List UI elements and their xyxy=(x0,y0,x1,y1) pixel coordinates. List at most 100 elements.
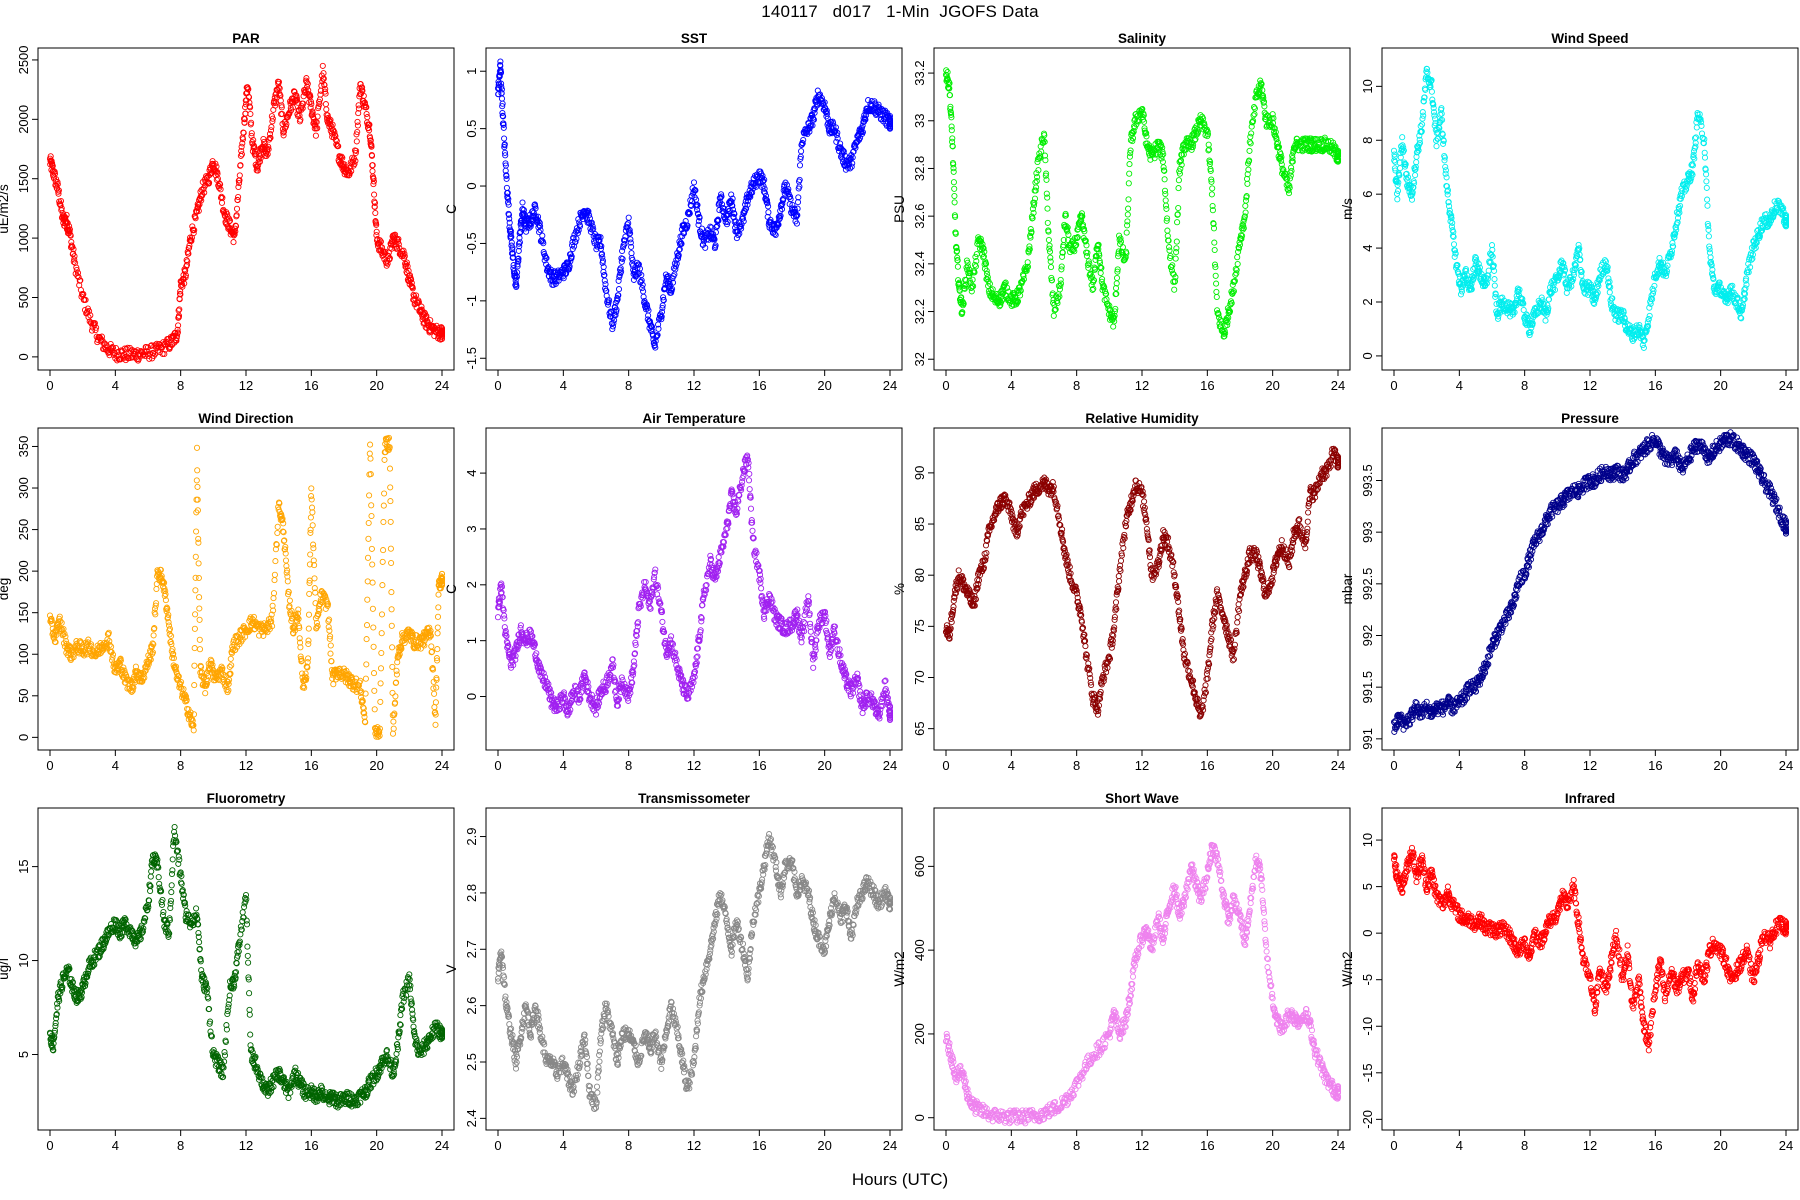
data-point xyxy=(951,192,958,200)
data-point xyxy=(232,223,240,230)
data-point xyxy=(1246,147,1253,154)
data-point xyxy=(834,135,841,142)
data-point xyxy=(1211,246,1218,254)
x-tick-label: 12 xyxy=(239,758,253,773)
data-point xyxy=(516,243,523,250)
data-point xyxy=(66,228,73,235)
data-point xyxy=(279,110,286,118)
data-point xyxy=(265,146,272,153)
y-tick-label: -1 xyxy=(464,295,479,307)
x-tick-label: 8 xyxy=(177,378,184,393)
data-point xyxy=(499,109,506,117)
data-point xyxy=(101,340,108,347)
data-point xyxy=(196,594,203,601)
data-point xyxy=(267,134,274,141)
data-point xyxy=(109,344,116,351)
data-point xyxy=(74,269,82,276)
data-point xyxy=(309,109,316,116)
data-point xyxy=(249,140,256,147)
data-point xyxy=(1211,239,1218,246)
data-point xyxy=(1242,202,1249,209)
data-point xyxy=(265,143,272,150)
data-point xyxy=(250,144,257,152)
y-tick-label: 2000 xyxy=(16,105,31,134)
data-point xyxy=(1125,180,1132,187)
data-point xyxy=(354,122,361,129)
data-point xyxy=(690,179,698,186)
data-point xyxy=(240,129,247,136)
data-point xyxy=(496,73,503,80)
data-point xyxy=(91,320,98,327)
data-point xyxy=(1677,202,1684,209)
data-point xyxy=(190,727,197,734)
data-point xyxy=(254,165,261,172)
x-tick-label: 4 xyxy=(1008,378,1015,393)
data-point xyxy=(238,143,245,150)
data-point xyxy=(515,247,522,254)
y-tick-label: 33.2 xyxy=(912,60,927,85)
data-point xyxy=(1162,190,1169,198)
data-point xyxy=(1485,267,1492,274)
data-point xyxy=(510,262,517,269)
x-tick-label: 8 xyxy=(1073,378,1080,393)
data-point xyxy=(212,160,219,167)
y-tick-label: 6 xyxy=(1360,191,1375,198)
y-tick-label: 200 xyxy=(16,560,31,582)
data-point xyxy=(322,90,329,97)
y-tick-label: 10 xyxy=(1360,79,1375,93)
data-point xyxy=(241,119,248,126)
data-point xyxy=(354,118,361,125)
data-point xyxy=(276,85,283,92)
data-point xyxy=(371,191,378,198)
data-point xyxy=(507,230,514,238)
data-point xyxy=(418,303,425,310)
data-point xyxy=(237,162,244,169)
data-point xyxy=(312,132,319,139)
data-point xyxy=(1706,249,1713,256)
data-point xyxy=(377,238,384,245)
x-tick-label: 16 xyxy=(752,378,766,393)
data-point xyxy=(363,104,370,111)
y-tick-label: 250 xyxy=(16,519,31,541)
data-point xyxy=(191,682,198,689)
data-point xyxy=(238,147,245,155)
data-point xyxy=(516,239,523,246)
data-point xyxy=(520,211,527,218)
data-point xyxy=(274,529,281,537)
data-point xyxy=(332,136,339,143)
data-point xyxy=(572,238,579,246)
data-point xyxy=(150,632,157,639)
data-point xyxy=(1703,178,1710,185)
data-point xyxy=(286,597,293,604)
data-point xyxy=(238,151,245,158)
data-point xyxy=(351,160,358,168)
data-point xyxy=(272,99,279,106)
data-point xyxy=(590,225,597,232)
data-point xyxy=(251,144,258,151)
data-point xyxy=(369,162,376,169)
data-point xyxy=(195,574,202,582)
data-point xyxy=(1606,289,1613,296)
data-point xyxy=(352,157,359,164)
data-point xyxy=(1163,205,1170,212)
data-point xyxy=(502,162,509,169)
data-point xyxy=(508,233,515,240)
data-point xyxy=(1399,134,1406,141)
y-tick-label: 0 xyxy=(464,182,479,189)
data-point xyxy=(355,110,362,117)
data-point xyxy=(606,297,613,304)
data-point xyxy=(1175,185,1182,192)
x-tick-label: 8 xyxy=(177,758,184,773)
y-tick-label: 1500 xyxy=(16,164,31,193)
data-point xyxy=(74,272,81,280)
data-point xyxy=(322,101,329,108)
data-point xyxy=(515,258,522,265)
data-point xyxy=(950,168,957,175)
data-point xyxy=(228,662,235,669)
data-point xyxy=(498,95,506,102)
data-point xyxy=(353,131,360,138)
x-tick-label: 4 xyxy=(112,758,119,773)
x-tick-label: 12 xyxy=(1583,378,1597,393)
data-point xyxy=(338,153,345,160)
